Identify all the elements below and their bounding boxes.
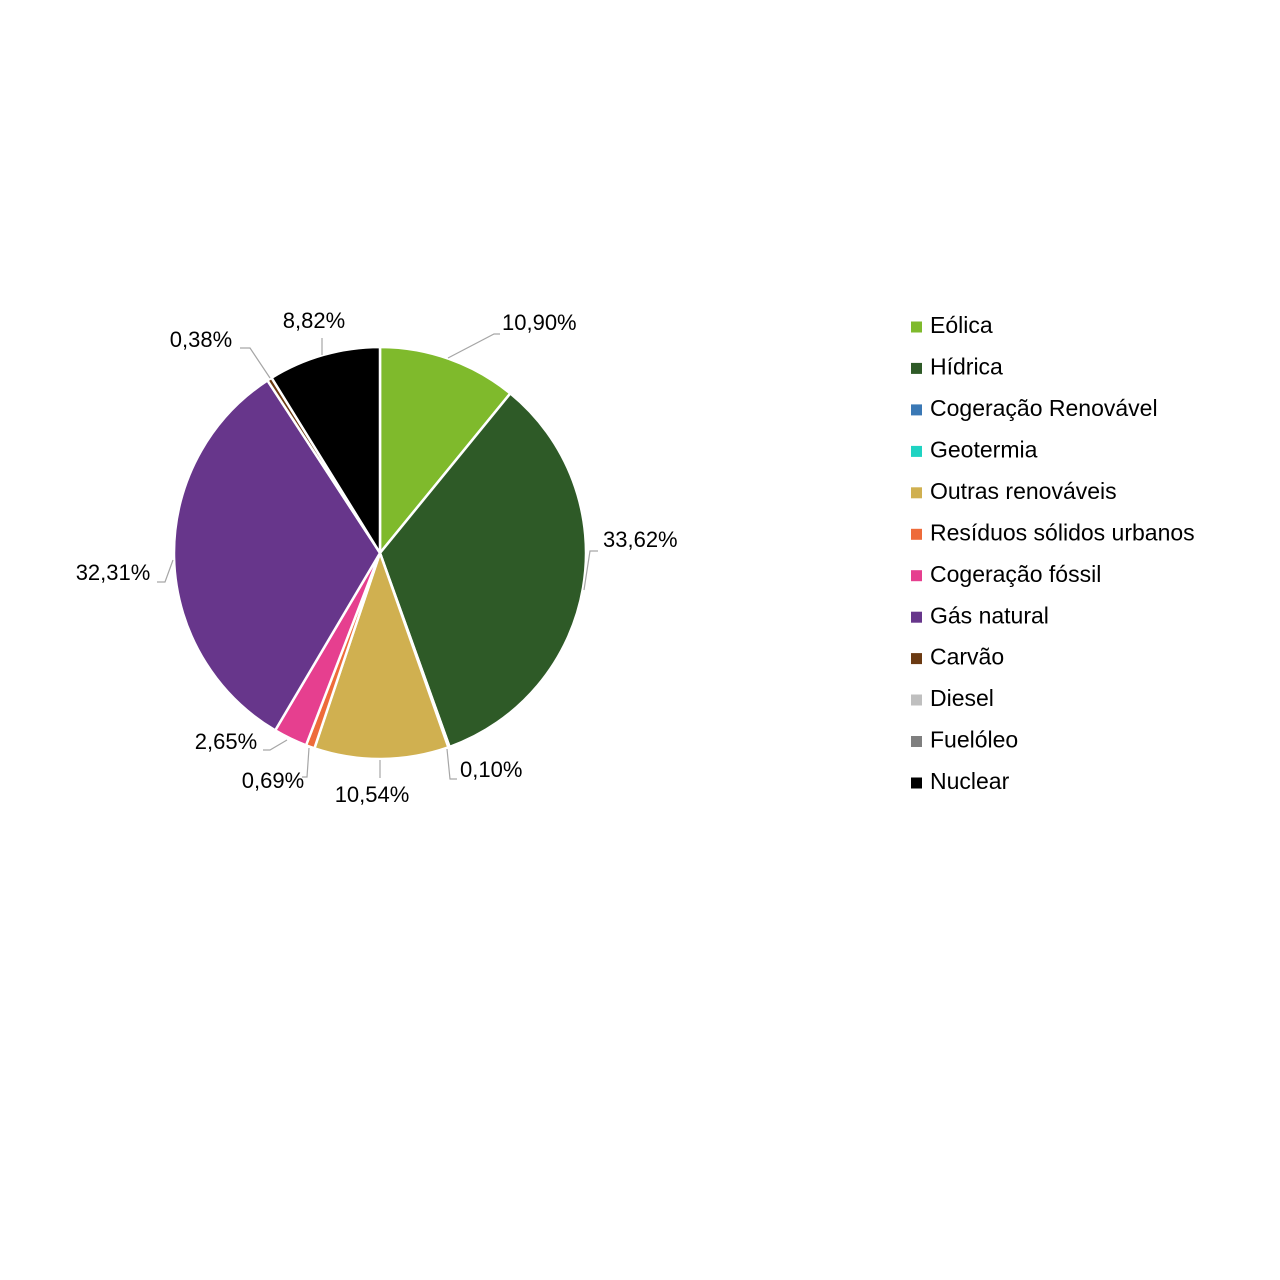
data-label-eolica: 10,90% — [502, 310, 577, 335]
legend-label-outras-renovaveis: Outras renováveis — [930, 478, 1117, 504]
leader-line-carvao — [240, 347, 271, 379]
legend-swatch-diesel — [911, 694, 922, 706]
legend-item-eolica: Eólica — [911, 312, 993, 338]
leader-line-eolica — [447, 333, 500, 359]
legend-swatch-hidrica — [911, 362, 922, 374]
legend-swatch-residuos-solidos-urbanos — [911, 528, 922, 540]
data-label-gas-natural: 32,31% — [76, 560, 151, 585]
legend-swatch-nuclear — [911, 777, 922, 789]
legend-label-diesel: Diesel — [930, 685, 994, 711]
legend-label-nuclear: Nuclear — [930, 768, 1010, 794]
pie-slice-outras-renovaveis — [313, 551, 450, 761]
legend: Eólica Hídrica Cogeração Renovável Geotermi… — [911, 312, 1195, 794]
leader-line-residuos-solidos-urbanos — [302, 747, 310, 778]
legend-swatch-fueloleo — [911, 736, 922, 747]
leader-line-gas-natural — [157, 559, 174, 583]
pie-slice-hidrica — [378, 392, 588, 749]
legend-item-cogeracao-renovavel: Cogeração Renovável — [911, 395, 1158, 421]
pie-slice-eolica — [378, 345, 512, 555]
data-label-carvao: 0,38% — [170, 327, 232, 352]
legend-label-carvao: Carvão — [930, 644, 1004, 670]
legend-label-cogeracao-fossil: Cogeração fóssil — [930, 561, 1101, 587]
data-label-hidrica: 33,62% — [603, 527, 678, 552]
legend-swatch-geotermia — [911, 445, 922, 457]
legend-item-nuclear: Nuclear — [911, 768, 1010, 794]
legend-label-hidrica: Hídrica — [930, 353, 1003, 379]
data-labels: 10,90% 33,62% 0,10% 10,54% 0,69% 2,65% 32,31% 0… — [76, 308, 678, 807]
legend-swatch-carvao — [911, 653, 922, 665]
legend-item-hidrica: Hídrica — [911, 353, 1003, 379]
pie-slice-gas-natural — [172, 379, 382, 732]
legend-item-carvao: Carvão — [911, 644, 1004, 670]
legend-label-fueloleo: Fuelóleo — [930, 727, 1018, 753]
data-label-geotermia: 0,10% — [460, 757, 522, 782]
legend-item-residuos-solidos-urbanos: Resíduos sólidos urbanos — [911, 519, 1195, 545]
legend-item-gas-natural: Gás natural — [911, 602, 1049, 628]
legend-swatch-cogeracao-fossil — [911, 570, 922, 582]
pie-slices — [172, 345, 588, 761]
leader-lines — [157, 333, 598, 780]
legend-item-cogeracao-fossil: Cogeração fóssil — [911, 561, 1101, 587]
leader-line-hidrica — [583, 550, 598, 591]
legend-swatch-eolica — [911, 321, 922, 333]
legend-item-fueloleo: Fuelóleo — [911, 727, 1018, 753]
leader-line-geotermia — [446, 748, 457, 780]
legend-swatch-gas-natural — [911, 611, 922, 623]
leader-line-cogeracao-fossil — [263, 739, 288, 751]
legend-item-geotermia: Geotermia — [911, 436, 1038, 462]
legend-label-cogeracao-renovavel: Cogeração Renovável — [930, 395, 1158, 421]
data-label-outras-renovaveis: 10,54% — [335, 782, 410, 807]
legend-item-outras-renovaveis: Outras renováveis — [911, 478, 1117, 504]
legend-swatch-outras-renovaveis — [911, 487, 922, 499]
legend-label-residuos-solidos-urbanos: Resíduos sólidos urbanos — [930, 519, 1195, 545]
data-label-residuos-solidos-urbanos: 0,69% — [242, 768, 304, 793]
legend-label-eolica: Eólica — [930, 312, 993, 338]
data-label-nuclear: 8,82% — [283, 308, 345, 333]
legend-item-diesel: Diesel — [911, 685, 994, 711]
legend-label-geotermia: Geotermia — [930, 436, 1038, 462]
pie-slice-nuclear — [270, 345, 382, 555]
legend-label-gas-natural: Gás natural — [930, 602, 1049, 628]
data-label-cogeracao-fossil: 2,65% — [195, 729, 257, 754]
legend-swatch-cogeracao-renovavel — [911, 404, 922, 416]
